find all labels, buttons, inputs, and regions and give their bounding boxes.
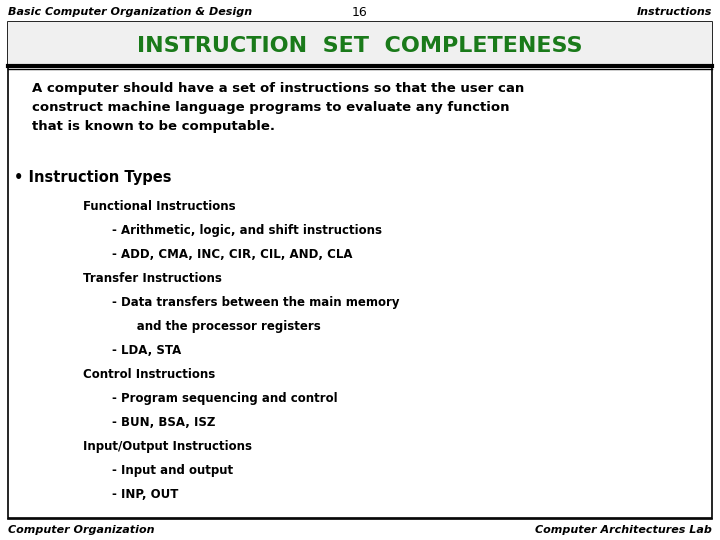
Text: - INP, OUT: - INP, OUT (112, 488, 178, 501)
Bar (8, 22, 712, 66)
Text: Input/Output Instructions: Input/Output Instructions (83, 440, 252, 453)
Text: Control Instructions: Control Instructions (83, 368, 215, 381)
Text: Transfer Instructions: Transfer Instructions (83, 272, 222, 285)
Text: - BUN, BSA, ISZ: - BUN, BSA, ISZ (112, 416, 215, 429)
Text: Computer Architectures Lab: Computer Architectures Lab (535, 525, 712, 535)
Text: • Instruction Types: • Instruction Types (14, 170, 171, 185)
Text: - Input and output: - Input and output (112, 464, 233, 477)
Text: - LDA, STA: - LDA, STA (112, 344, 181, 357)
Text: INSTRUCTION  SET  COMPLETENESS: INSTRUCTION SET COMPLETENESS (138, 36, 582, 56)
Text: - ADD, CMA, INC, CIR, CIL, AND, CLA: - ADD, CMA, INC, CIR, CIL, AND, CLA (112, 248, 352, 261)
Text: Basic Computer Organization & Design: Basic Computer Organization & Design (8, 7, 252, 17)
Text: Instructions: Instructions (636, 7, 712, 17)
Text: - Program sequencing and control: - Program sequencing and control (112, 392, 337, 405)
Text: Computer Organization: Computer Organization (8, 525, 155, 535)
Text: Functional Instructions: Functional Instructions (83, 200, 235, 213)
Text: A computer should have a set of instructions so that the user can
construct mach: A computer should have a set of instruct… (32, 82, 524, 133)
Text: 16: 16 (352, 5, 368, 18)
Text: - Data transfers between the main memory: - Data transfers between the main memory (112, 296, 399, 309)
Text: and the processor registers: and the processor registers (112, 320, 320, 333)
Text: - Arithmetic, logic, and shift instructions: - Arithmetic, logic, and shift instructi… (112, 224, 382, 237)
